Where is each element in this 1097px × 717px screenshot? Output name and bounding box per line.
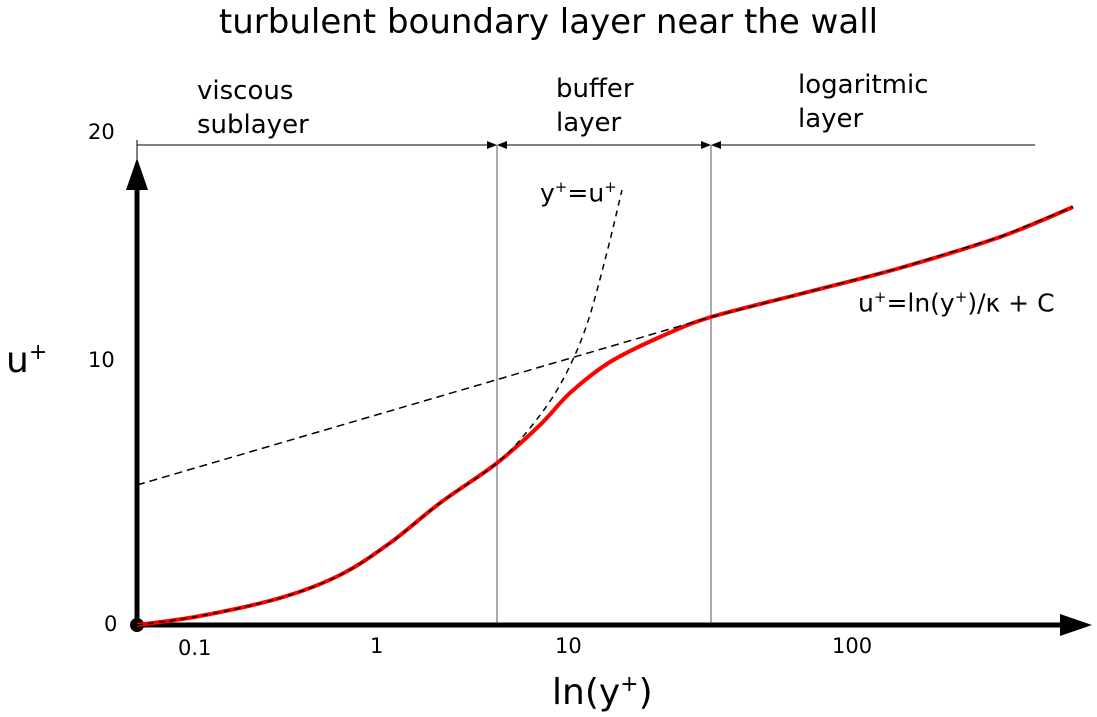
- y-axis-label: u+: [6, 340, 48, 381]
- region-label-log: logaritmic layer: [798, 68, 929, 136]
- region-line: layer: [556, 108, 622, 138]
- x-axis-label: ln(y+): [552, 672, 653, 713]
- x-tick-10: 10: [555, 634, 582, 658]
- log-law-label: u+=ln(y+)/κ + C: [858, 288, 1055, 318]
- x-axis-arrowhead: [1060, 614, 1092, 636]
- chart-title: turbulent boundary layer near the wall: [218, 2, 879, 42]
- region-label-buffer: buffer layer: [556, 72, 634, 140]
- x-tick-0.1: 0.1: [178, 636, 212, 660]
- region-label-viscous: viscous sublayer: [197, 74, 309, 142]
- linear-law-curve: [136, 189, 623, 626]
- region-line: buffer: [556, 74, 634, 104]
- velocity-profile-curve: [136, 205, 1074, 627]
- x-tick-1: 1: [370, 634, 384, 658]
- linear-law-label: y+=u+: [540, 178, 617, 208]
- region-line: viscous: [197, 76, 294, 106]
- y-tick-0: 0: [104, 612, 118, 636]
- region-line: sublayer: [197, 110, 309, 140]
- region-line: layer: [798, 104, 864, 134]
- y-axis-arrowhead: [126, 158, 148, 190]
- x-tick-100: 100: [832, 634, 873, 658]
- y-tick-10: 10: [88, 348, 115, 372]
- region-line: logaritmic: [798, 70, 929, 100]
- y-tick-20: 20: [88, 120, 115, 144]
- log-law-line: [136, 206, 1074, 486]
